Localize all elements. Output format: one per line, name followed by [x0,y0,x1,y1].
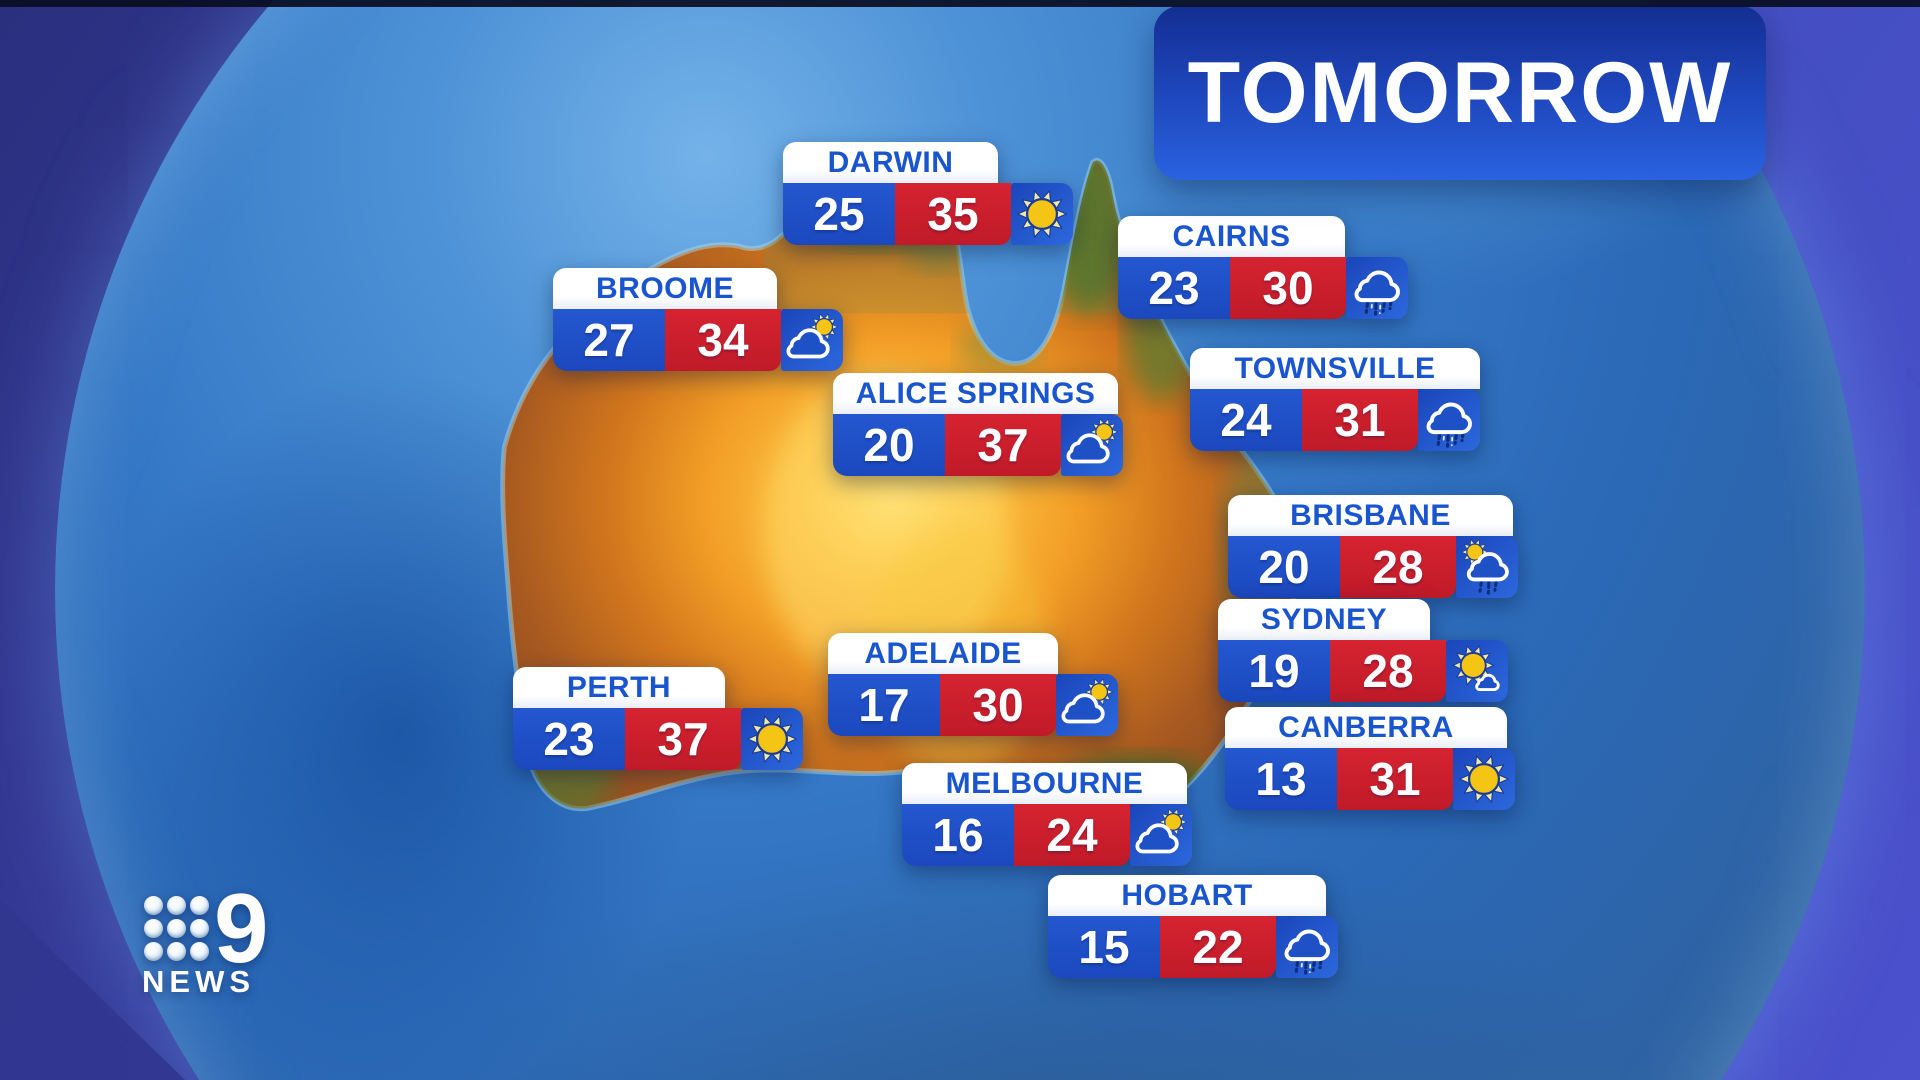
min-temp: 17 [828,674,940,736]
partly-cloudy-icon [1061,414,1123,476]
weather-card-broome: BROOME 27 34 [553,268,843,371]
min-temp: 15 [1048,916,1160,978]
weather-card-cairns: CAIRNS 23 30 [1118,216,1408,319]
screen-top-edge [0,0,1920,7]
min-temp: 25 [783,183,895,245]
weather-card-brisbane: BRISBANE 20 28 [1228,495,1518,598]
city-name: TOWNSVILLE [1190,348,1480,389]
rain-icon [1418,389,1480,451]
rain-icon [1346,257,1408,319]
min-temp: 24 [1190,389,1302,451]
partly-cloudy-icon [1056,674,1118,736]
max-temp: 28 [1340,536,1456,598]
weather-card-canberra: CANBERRA 13 31 [1225,707,1515,810]
city-name: ALICE SPRINGS [833,373,1118,414]
city-name: CAIRNS [1118,216,1345,257]
city-name: MELBOURNE [902,763,1187,804]
news-wordmark: NEWS [142,964,255,999]
partly-cloudy-icon [1130,804,1192,866]
weather-card-melbourne: MELBOURNE 16 24 [902,763,1192,866]
nine-dots-icon [144,896,209,961]
max-temp: 31 [1337,748,1453,810]
max-temp: 28 [1330,640,1446,702]
weather-card-hobart: HOBART 15 22 [1048,875,1338,978]
max-temp: 35 [895,183,1011,245]
weather-card-sydney: SYDNEY 19 28 [1218,599,1508,702]
min-temp: 23 [513,708,625,770]
max-temp: 37 [945,414,1061,476]
weather-card-darwin: DARWIN 25 35 [783,142,1073,245]
sunny-icon [1453,748,1515,810]
city-name: HOBART [1048,875,1326,916]
max-temp: 34 [665,309,781,371]
city-name: CANBERRA [1225,707,1507,748]
min-temp: 20 [1228,536,1340,598]
min-temp: 20 [833,414,945,476]
partly-cloudy-icon [781,309,843,371]
city-name: DARWIN [783,142,998,183]
min-temp: 19 [1218,640,1330,702]
city-name: BRISBANE [1228,495,1513,536]
max-temp: 30 [1230,257,1346,319]
min-temp: 16 [902,804,1014,866]
weather-card-adelaide: ADELAIDE 17 30 [828,633,1118,736]
rain-icon [1276,916,1338,978]
city-name: BROOME [553,268,777,309]
weather-card-alice-springs: ALICE SPRINGS 20 37 [833,373,1123,476]
sunny-icon [1011,183,1073,245]
max-temp: 22 [1160,916,1276,978]
tomorrow-banner: TOMORROW [1154,6,1766,180]
weather-card-townsville: TOWNSVILLE 24 31 [1190,348,1480,451]
max-temp: 24 [1014,804,1130,866]
city-name: SYDNEY [1218,599,1430,640]
max-temp: 31 [1302,389,1418,451]
min-temp: 23 [1118,257,1230,319]
sun-shower-icon [1456,536,1518,598]
max-temp: 37 [625,708,741,770]
sunny-icon [741,708,803,770]
weather-card-perth: PERTH 23 37 [513,667,803,770]
nine-news-logo: 9 NEWS [138,873,328,1009]
max-temp: 30 [940,674,1056,736]
mostly-sunny-icon [1446,640,1508,702]
min-temp: 13 [1225,748,1337,810]
city-name: ADELAIDE [828,633,1058,674]
city-name: PERTH [513,667,725,708]
min-temp: 27 [553,309,665,371]
